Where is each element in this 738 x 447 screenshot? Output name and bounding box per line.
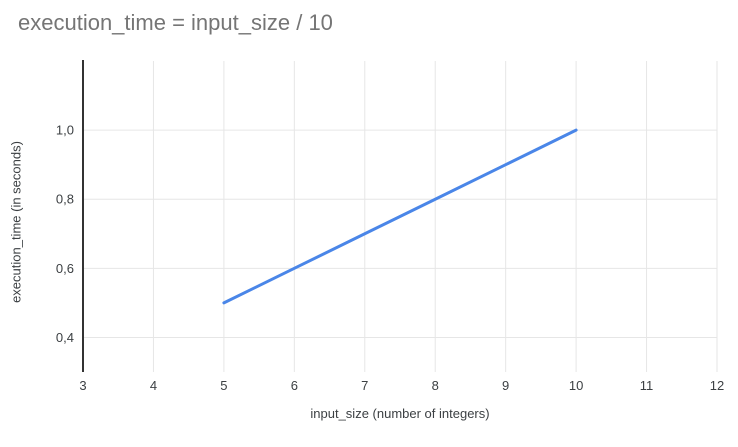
x-tick-label: 9	[502, 378, 509, 393]
y-tick-label: 0,8	[56, 192, 74, 207]
x-tick-label: 8	[432, 378, 439, 393]
x-tick-label: 3	[79, 378, 86, 393]
y-tick-label: 0,4	[56, 330, 74, 345]
y-tick-label: 1,0	[56, 123, 74, 138]
chart-title: execution_time = input_size / 10	[18, 10, 333, 35]
x-tick-label: 5	[220, 378, 227, 393]
series-line	[222, 128, 578, 305]
x-tick-label: 7	[361, 378, 368, 393]
x-tick-label: 6	[291, 378, 298, 393]
x-tick-label: 10	[569, 378, 583, 393]
x-tick-label: 12	[710, 378, 724, 393]
x-tick-label: 4	[150, 378, 157, 393]
x-tick-label: 11	[640, 378, 654, 393]
y-tick-label: 0,6	[56, 261, 74, 276]
x-axis-title: input_size (number of integers)	[310, 406, 490, 421]
